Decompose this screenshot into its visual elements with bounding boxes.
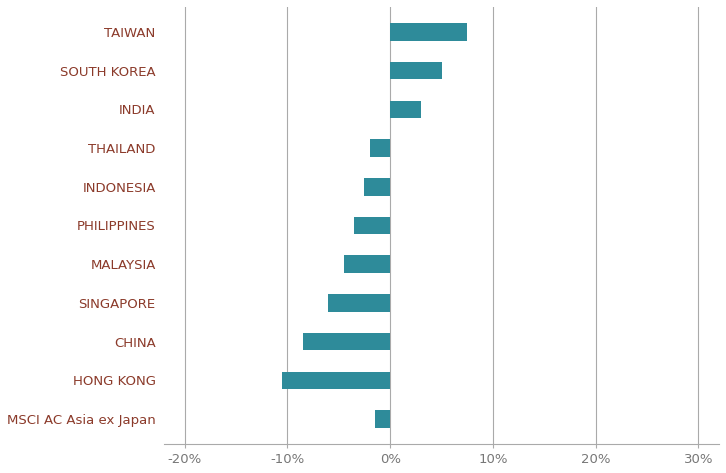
Bar xyxy=(364,178,390,195)
Bar xyxy=(370,140,390,157)
Bar xyxy=(344,255,390,273)
Bar xyxy=(390,62,441,79)
Bar xyxy=(354,217,390,234)
Bar xyxy=(303,333,390,350)
Bar xyxy=(328,294,390,312)
Bar xyxy=(375,410,390,428)
Bar xyxy=(390,101,421,118)
Bar xyxy=(282,371,390,389)
Bar xyxy=(390,23,468,41)
